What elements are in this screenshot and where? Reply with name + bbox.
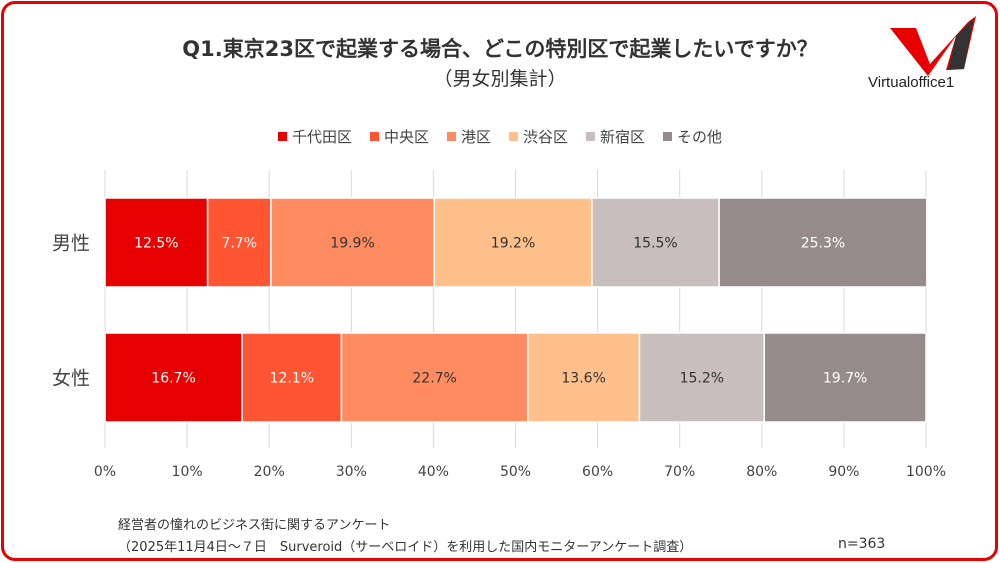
x-tick-label: 50% (500, 464, 531, 480)
data-label: 25.3% (801, 236, 845, 252)
legend-item: 千代田区 (277, 126, 352, 147)
category-label: 女性 (52, 368, 90, 390)
data-label: 13.6% (561, 371, 605, 387)
virtualoffice-logo (890, 16, 976, 76)
legend-swatch (509, 132, 518, 141)
bar-segment (527, 332, 641, 423)
legend-item: 港区 (446, 126, 491, 147)
x-tick-label: 40% (418, 464, 449, 480)
chart-subtitle: （男女別集計） (433, 68, 567, 90)
x-tick-label: 90% (828, 464, 859, 480)
legend-item: 渋谷区 (509, 126, 568, 147)
legend-label: その他 (677, 128, 723, 146)
legend-swatch (446, 132, 456, 141)
chart-title: Q1.東京23区で起業する場合、どこの特別区で起業したいですか？ (182, 37, 818, 61)
data-label: 19.9% (330, 236, 374, 252)
x-tick-label: 20% (254, 464, 285, 480)
survey-note: （2025年11月4日～７日 Surveroid（サーベロイド）を利用した国内モ… (118, 540, 693, 555)
data-label: 15.5% (633, 236, 677, 252)
legend-item: 新宿区 (586, 126, 645, 147)
legend-swatch (277, 132, 287, 141)
legend-label: 渋谷区 (523, 128, 569, 146)
data-label: 19.2% (491, 236, 535, 252)
legend-swatch (369, 132, 379, 141)
bar-segment (638, 332, 766, 423)
x-tick-label: 100% (906, 464, 946, 480)
legend-label: 千代田区 (291, 128, 352, 146)
legend: 千代田区 中央区 港区 渋谷区 新宿区 その他 (0, 126, 1000, 147)
data-label: 16.7% (151, 371, 195, 387)
legend-swatch (663, 132, 673, 141)
bar-segment (718, 197, 928, 288)
bar-segment (763, 332, 927, 423)
data-label: 15.2% (680, 371, 724, 387)
legend-item: その他 (663, 126, 722, 147)
bar-segment (433, 197, 593, 288)
sample-size: n=363 (838, 536, 886, 552)
legend-item: 中央区 (369, 126, 429, 147)
x-tick-label: 80% (746, 464, 777, 480)
x-tick-label: 0% (94, 464, 116, 480)
category-label: 男性 (52, 233, 90, 255)
logo-text: Virtualoffice1 (868, 74, 955, 91)
x-tick-label: 30% (336, 464, 367, 480)
data-label: 12.5% (134, 236, 178, 252)
bar-segment (340, 332, 529, 423)
legend-swatch (586, 132, 596, 141)
data-label: 12.1% (270, 371, 314, 387)
data-label: 19.7% (823, 371, 867, 387)
data-label: 22.7% (412, 371, 456, 387)
legend-label: 中央区 (383, 128, 429, 146)
bar-segment (206, 197, 272, 288)
x-tick-label: 60% (582, 464, 613, 480)
x-tick-label: 10% (172, 464, 203, 480)
bar-segment (241, 332, 343, 423)
x-tick-label: 70% (664, 464, 695, 480)
legend-label: 新宿区 (600, 128, 646, 146)
data-label: 7.7% (221, 236, 257, 252)
survey-title: 経営者の憧れのビジネス街に関するアンケート (118, 518, 391, 533)
legend-label: 港区 (460, 128, 491, 146)
bar-segment (270, 197, 435, 288)
